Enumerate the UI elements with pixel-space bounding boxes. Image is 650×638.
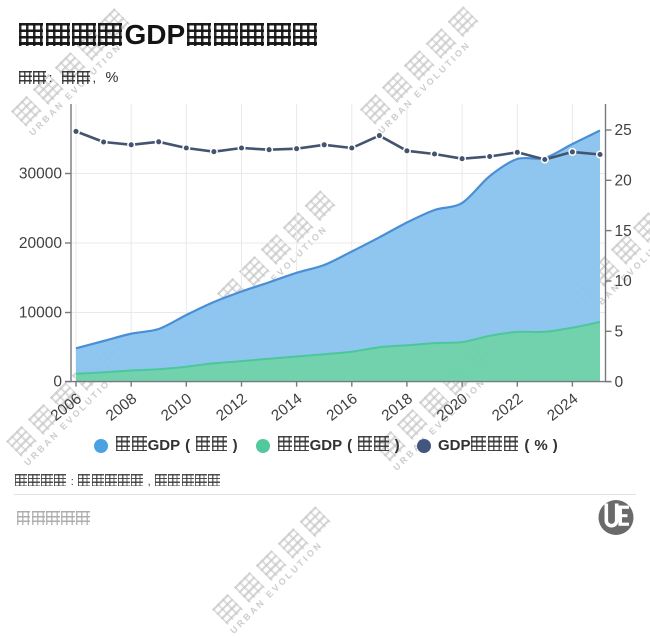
svg-text:2024: 2024 <box>544 390 582 425</box>
svg-text:2010: 2010 <box>158 390 195 424</box>
svg-text:0: 0 <box>615 374 624 391</box>
svg-text:20: 20 <box>615 173 633 190</box>
svg-text:10000: 10000 <box>19 305 62 322</box>
svg-text:0: 0 <box>53 374 62 391</box>
svg-text:15: 15 <box>615 223 632 240</box>
svg-text:2006: 2006 <box>48 390 85 424</box>
svg-text:10: 10 <box>615 273 633 290</box>
svg-text:2020: 2020 <box>434 390 471 424</box>
svg-text:2012: 2012 <box>213 390 250 424</box>
svg-text:2018: 2018 <box>379 390 416 424</box>
svg-text:30000: 30000 <box>19 166 62 183</box>
svg-text:5: 5 <box>615 324 624 341</box>
svg-text:2014: 2014 <box>268 390 306 425</box>
svg-text:25: 25 <box>615 122 632 139</box>
svg-text:2022: 2022 <box>489 390 526 424</box>
svg-text:20000: 20000 <box>19 235 62 252</box>
svg-text:2016: 2016 <box>323 390 360 424</box>
svg-text:2008: 2008 <box>103 390 140 424</box>
